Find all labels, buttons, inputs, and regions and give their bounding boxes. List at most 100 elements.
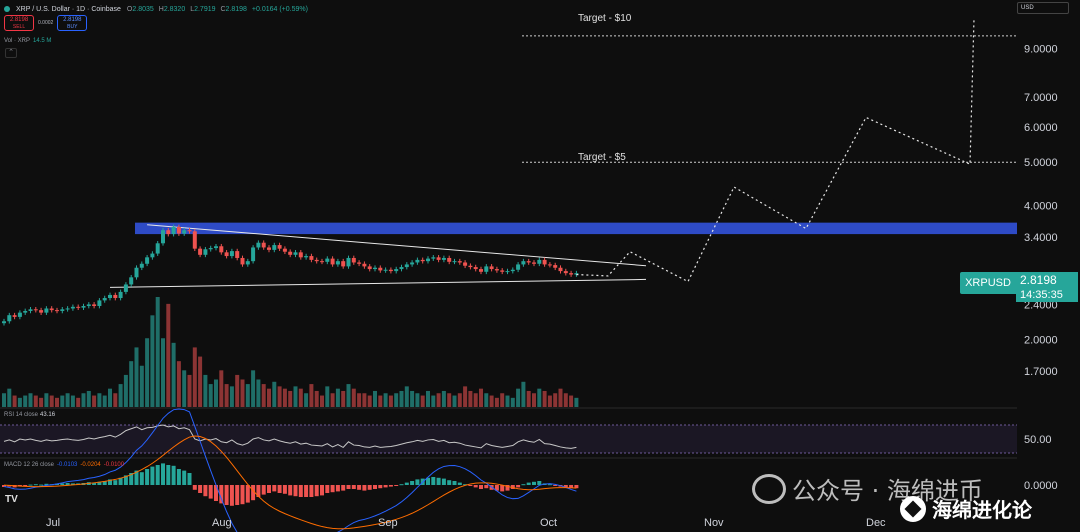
price-tick-label: 9.0000 xyxy=(1024,43,1058,55)
candle-body xyxy=(2,321,6,324)
candle-body xyxy=(118,291,123,299)
candle-body xyxy=(86,304,91,307)
sell-button[interactable]: 2.8198 SELL xyxy=(4,15,34,31)
volume-bar xyxy=(468,390,473,407)
macd-bar xyxy=(479,485,483,489)
candle-body xyxy=(558,267,563,272)
brand-logo-icon xyxy=(900,495,926,522)
candle-body xyxy=(489,266,494,270)
rsi-legend[interactable]: RSI 14 close 43.16 xyxy=(4,412,56,418)
macd-bar xyxy=(39,484,44,486)
candle-body xyxy=(532,262,536,264)
macd-bar xyxy=(378,485,383,489)
candle-body xyxy=(235,251,240,258)
candle-body xyxy=(23,310,28,313)
candle-body xyxy=(229,251,234,257)
macd-bar xyxy=(150,466,155,485)
price-tick-label: 3.4000 xyxy=(1024,232,1058,244)
candle-body xyxy=(28,309,33,311)
volume-bar xyxy=(516,388,521,407)
macd-bar xyxy=(229,485,234,506)
volume-bar xyxy=(28,393,33,407)
volume-bars xyxy=(2,297,579,407)
volume-bar xyxy=(145,338,150,407)
macd-bar xyxy=(198,485,203,493)
current-price-tag: XRPUSD 2.8198 14:35:35 xyxy=(960,272,1078,302)
volume-bar xyxy=(357,393,362,407)
currency-select[interactable]: USD xyxy=(1017,2,1069,14)
macd-bar xyxy=(161,463,165,485)
volume-bar xyxy=(12,395,17,407)
time-tick-label: Aug xyxy=(212,517,232,529)
volume-bar xyxy=(463,386,468,407)
candle-body xyxy=(537,259,542,264)
candle-body xyxy=(431,257,436,259)
volume-bar xyxy=(394,393,399,407)
macd-bar xyxy=(452,481,457,485)
volume-bar xyxy=(346,384,351,407)
brand-badge: 海绵进化论 xyxy=(900,494,1032,523)
volume-bar xyxy=(92,395,97,407)
macd-bar xyxy=(325,485,330,493)
chevron-up-icon[interactable]: ⌃ xyxy=(5,48,17,58)
candle-body xyxy=(240,257,245,265)
candle-body xyxy=(320,261,324,263)
candle-body xyxy=(267,247,271,250)
volume-bar xyxy=(388,395,393,407)
candle-body xyxy=(251,247,256,262)
volume-bar xyxy=(277,386,282,407)
candle-body xyxy=(553,265,558,268)
volume-bar xyxy=(76,397,81,407)
volume-bar xyxy=(399,390,404,407)
volume-bar xyxy=(187,374,192,407)
price-tag-symbol: XRPUSD xyxy=(960,272,1016,294)
macd-bar xyxy=(108,479,112,485)
macd-bar xyxy=(298,485,303,497)
volume-bar xyxy=(574,397,579,407)
candle-body xyxy=(298,252,303,258)
macd-bar xyxy=(267,485,271,493)
macd-bar xyxy=(341,485,346,491)
macd-legend[interactable]: MACD 12 26 close -0.0103 -0.0204 -0.0100 xyxy=(4,462,125,468)
candle-body xyxy=(415,259,420,263)
symbol-title[interactable]: XRP / U.S. Dollar · 1D · Coinbase xyxy=(16,5,121,13)
macd-bar xyxy=(272,485,277,492)
macd-bar xyxy=(309,485,314,497)
candle-body xyxy=(574,273,579,275)
volume-bar xyxy=(208,384,213,407)
macd-bar xyxy=(436,477,441,485)
candle-body xyxy=(325,258,330,262)
volume-bar xyxy=(335,388,340,407)
macd-bar xyxy=(373,485,377,489)
candle-body xyxy=(500,270,505,272)
resistance-zone xyxy=(135,222,1017,235)
macd-bar xyxy=(574,485,579,489)
candle-body xyxy=(70,306,75,309)
symbol-legend: XRP / U.S. Dollar · 1D · Coinbase O2.803… xyxy=(4,3,308,15)
volume-legend[interactable]: Vol · XRP 14.5 M xyxy=(4,38,52,44)
candle-body xyxy=(314,259,319,262)
macd-bar xyxy=(304,485,309,497)
ohlc-values: O2.8035 H2.8320 L2.7919 C2.8198 +0.0164 … xyxy=(126,5,308,13)
volume-bar xyxy=(97,393,102,407)
candle-body xyxy=(60,309,65,311)
volume-bar xyxy=(330,393,335,407)
candle-body xyxy=(410,262,415,265)
candle-body xyxy=(378,267,383,271)
candle-body xyxy=(176,226,181,234)
candle-body xyxy=(526,261,531,263)
buy-button[interactable]: 2.8198 BUY xyxy=(57,15,88,31)
macd-bar xyxy=(23,485,28,486)
volume-bar xyxy=(203,374,208,407)
candle-body xyxy=(161,230,165,244)
macd-bar xyxy=(537,481,542,485)
volume-bar xyxy=(229,386,234,407)
volume-bar xyxy=(70,395,75,407)
macd-bar xyxy=(388,485,393,487)
candle-body xyxy=(441,257,446,260)
volume-bar xyxy=(293,386,298,407)
macd-bar xyxy=(214,485,218,501)
candle-body xyxy=(420,259,425,262)
lower-trendline xyxy=(109,278,647,288)
